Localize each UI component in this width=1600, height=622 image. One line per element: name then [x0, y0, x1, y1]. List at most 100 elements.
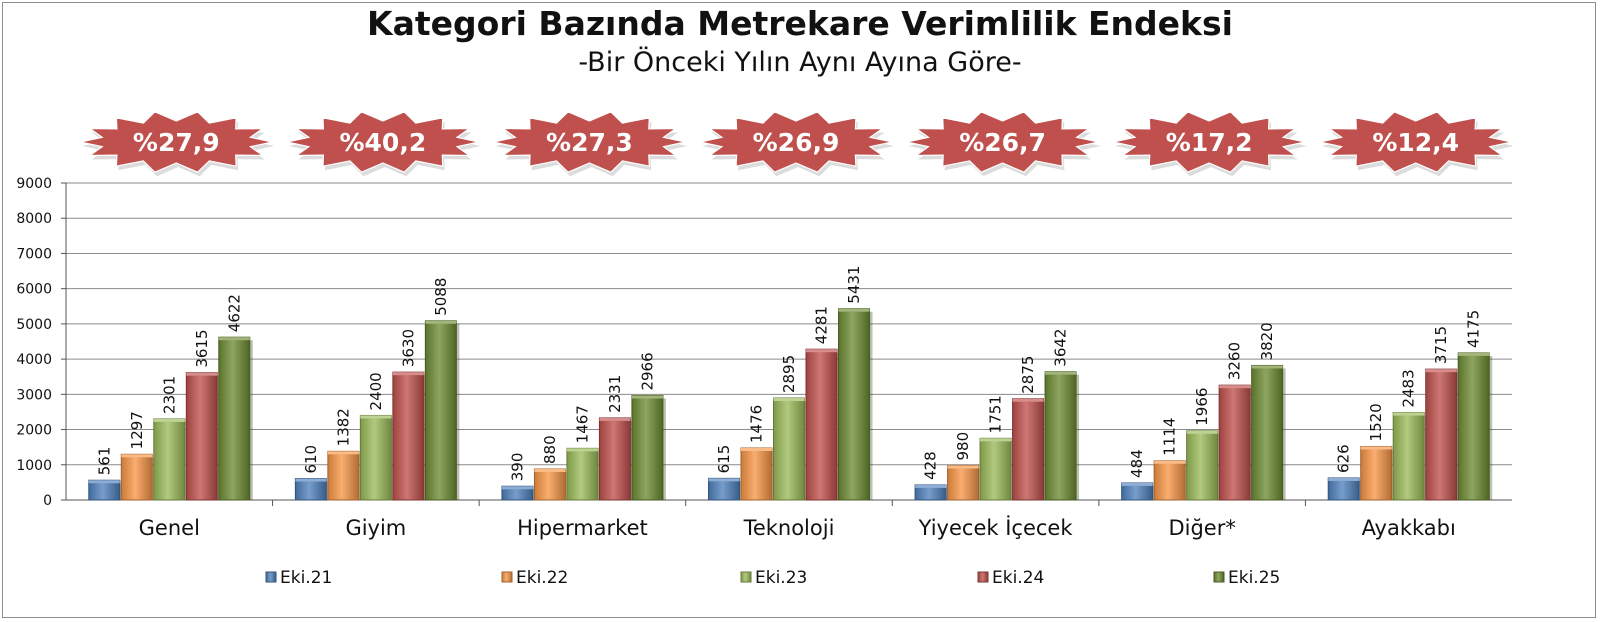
bar-cap: [1219, 385, 1251, 389]
bar-cap: [838, 308, 870, 312]
x-tick-label: Ayakkabı: [1362, 516, 1456, 540]
data-label: 3615: [193, 329, 211, 367]
bar-cap: [1458, 352, 1490, 356]
y-tick-label: 9000: [16, 176, 52, 192]
change-badge: [286, 111, 480, 173]
data-label: 1520: [1367, 403, 1385, 441]
y-tick-label: 6000: [16, 282, 52, 298]
data-label: 610: [302, 445, 320, 474]
badge-label: %26,7: [959, 128, 1046, 157]
bar-cap: [534, 469, 566, 473]
badge-label: %27,9: [133, 128, 220, 157]
chart-title: Kategori Bazında Metrekare Verimlilik En…: [367, 4, 1233, 43]
data-label: 880: [541, 435, 559, 464]
data-label: 1751: [987, 395, 1005, 433]
bar-cap: [947, 465, 979, 469]
bar-cap: [1045, 371, 1077, 375]
data-label: 1476: [748, 405, 766, 443]
bar-cap: [501, 486, 533, 490]
change-badge: [1112, 111, 1306, 173]
bar-cap: [425, 320, 457, 324]
data-label: 3630: [399, 329, 417, 367]
data-label: 2483: [1400, 369, 1418, 407]
data-label: 3260: [1226, 342, 1244, 380]
data-label: 4175: [1465, 310, 1483, 348]
bar: [359, 414, 392, 501]
data-label: 428: [922, 451, 940, 480]
bar: [533, 468, 566, 501]
bar-cap: [327, 451, 359, 455]
data-label: 1382: [334, 408, 352, 446]
data-label: 2400: [367, 372, 385, 410]
badge-label: %17,2: [1166, 128, 1253, 157]
data-label: 626: [1335, 444, 1353, 473]
data-label: 1966: [1193, 388, 1211, 426]
data-label: 3715: [1432, 326, 1450, 364]
bar: [1218, 384, 1251, 501]
bar-cap: [88, 480, 120, 484]
bar: [1392, 412, 1425, 501]
data-label: 2895: [780, 355, 798, 393]
change-badge: [80, 111, 273, 173]
bar: [947, 464, 980, 501]
bar: [153, 418, 186, 501]
bar-cap: [915, 484, 947, 488]
legend-swatch: [977, 571, 989, 583]
bar-cap: [360, 415, 392, 419]
bar-cap: [1360, 446, 1392, 450]
x-tick-label: Genel: [139, 516, 200, 540]
bar-cap: [1186, 430, 1218, 434]
y-tick-label: 0: [43, 493, 52, 509]
bar: [120, 453, 153, 501]
bar: [392, 371, 425, 501]
bar-cap: [566, 448, 598, 452]
change-badge: [906, 111, 1099, 173]
bar-cap: [741, 448, 772, 452]
bar: [1327, 477, 1360, 501]
data-label: 5088: [432, 278, 450, 316]
x-tick-label: Teknoloji: [743, 516, 835, 540]
badge-label: %40,2: [339, 128, 426, 157]
bar-cap: [218, 337, 250, 341]
bar: [598, 417, 631, 501]
legend-swatch: [501, 571, 513, 583]
y-tick-label: 4000: [16, 352, 52, 368]
data-label: 4622: [225, 294, 243, 332]
badge-label: %26,9: [753, 128, 840, 157]
legend-label: Eki.24: [992, 568, 1044, 588]
bar: [294, 478, 327, 501]
legend-label: Eki.25: [1228, 568, 1280, 588]
bar: [805, 348, 838, 501]
y-tick-label: 3000: [16, 387, 52, 403]
bar-cap: [153, 418, 185, 422]
change-badge: [493, 111, 686, 173]
bar: [218, 336, 251, 501]
chart-subtitle: -Bir Önceki Yılın Aynı Ayına Göre-: [578, 47, 1022, 78]
data-label: 980: [954, 432, 972, 461]
data-label: 484: [1128, 449, 1146, 478]
legend-label: Eki.22: [516, 568, 568, 588]
data-label: 390: [508, 453, 526, 482]
data-label: 1297: [128, 411, 146, 449]
bar-cap: [295, 478, 327, 482]
data-label: 5431: [845, 266, 863, 304]
y-tick-label: 2000: [16, 423, 52, 439]
bar: [631, 395, 664, 501]
bar: [327, 450, 360, 501]
bar-cap: [121, 454, 153, 458]
bar: [979, 437, 1012, 501]
bar: [773, 397, 805, 501]
data-label: 1467: [573, 405, 591, 443]
bar-cap: [806, 349, 837, 353]
data-label: 2966: [638, 352, 656, 390]
x-tick-label: Diğer*: [1168, 516, 1235, 540]
bar-cap: [980, 438, 1012, 442]
bar: [566, 447, 599, 501]
data-label: 2875: [1019, 356, 1037, 394]
bar: [1457, 352, 1490, 501]
badge-label: %12,4: [1372, 128, 1459, 157]
x-tick-label: Giyim: [345, 516, 406, 540]
bar: [740, 447, 773, 501]
x-tick-label: Hipermarket: [517, 516, 648, 540]
